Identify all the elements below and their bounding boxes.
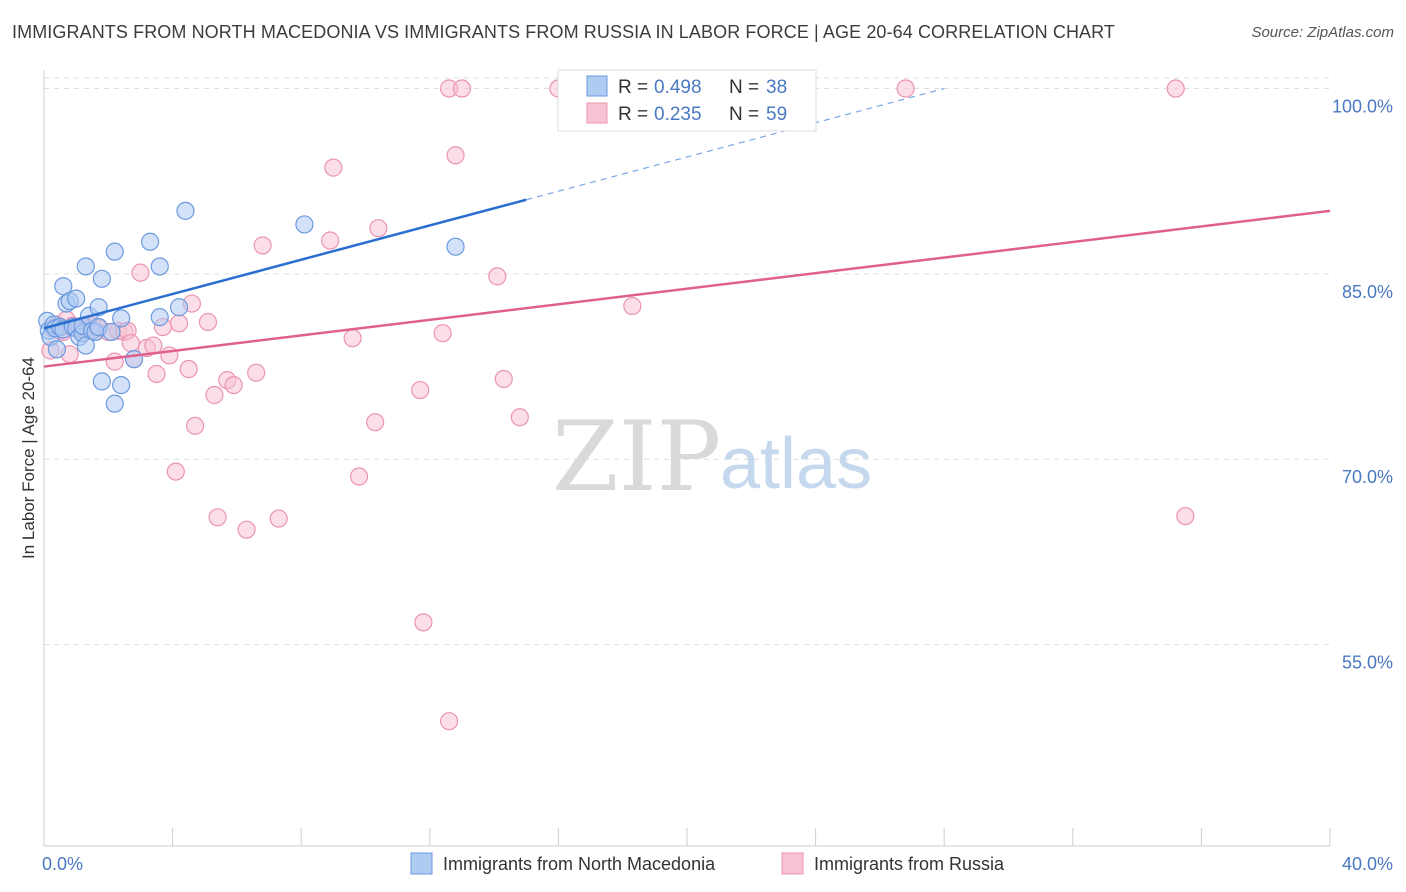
russia-point (253, 236, 272, 255)
russia-point (166, 462, 185, 481)
russia-point (411, 380, 430, 400)
russia-point (510, 408, 529, 427)
north-macedonia-point (124, 350, 144, 369)
legend-swatch-north-macedonia (410, 852, 433, 875)
russia-point (452, 79, 472, 98)
russia-point (324, 158, 343, 177)
x-tick-layer: 0.0% 40.0% (42, 828, 1393, 874)
russia-point (1176, 506, 1195, 526)
russia-point (121, 333, 140, 353)
legend-label-north-macedonia: Immigrants from North Macedonia (443, 854, 716, 874)
russia-point (349, 467, 369, 486)
stats-n-label: N = (729, 104, 759, 125)
north-macedonia-trend-line (43, 198, 527, 330)
y-tick-label-layer: 55.0% 70.0% 85.0% 100.0% (1332, 97, 1393, 673)
russia-point (247, 363, 266, 382)
russia-point (186, 416, 205, 435)
legend: Immigrants from North Macedonia Immigran… (410, 852, 1005, 875)
russia-point (433, 324, 452, 343)
russia-point (494, 369, 513, 389)
russia-point (343, 329, 362, 348)
chart-title: IMMIGRANTS FROM NORTH MACEDONIA VS IMMIG… (12, 22, 1116, 42)
watermark-zip: ZIP (552, 401, 721, 513)
russia-point (269, 509, 288, 528)
russia-point (369, 219, 388, 238)
x-tick-label: 0.0% (42, 854, 83, 874)
stats-swatch-russia (586, 102, 608, 124)
y-tick-label: 85.0% (1342, 282, 1393, 302)
stats-n-label: N = (729, 77, 759, 98)
stats-box: R = 0.498 N = 38 R = 0.235 N = 59 (557, 69, 817, 132)
trend-lines (43, 87, 1331, 368)
russia-trend-line (43, 209, 1331, 368)
russia-point (147, 364, 166, 384)
russia-point (208, 508, 227, 527)
y-tick-label: 100.0% (1332, 97, 1393, 117)
north-macedonia-point (295, 215, 314, 234)
russia-point (205, 385, 224, 405)
russia-point (179, 359, 198, 379)
russia-point (446, 146, 465, 165)
russia-point (105, 352, 124, 371)
grid-layer (44, 77, 1330, 646)
north-macedonia-point (47, 340, 66, 359)
north-macedonia-point (105, 394, 124, 413)
russia-point (321, 231, 340, 250)
russia-point (623, 296, 642, 316)
y-tick-label: 55.0% (1342, 653, 1393, 673)
stats-r-label: R = (618, 104, 648, 125)
north-macedonia-point (105, 242, 124, 261)
north-macedonia-point (112, 375, 131, 395)
x-tick-label: 40.0% (1342, 854, 1393, 874)
russia-point (366, 413, 385, 432)
watermark-atlas: atlas (720, 424, 872, 504)
russia-point (896, 79, 915, 98)
legend-label-russia: Immigrants from Russia (814, 854, 1005, 874)
russia-point (414, 613, 433, 632)
russia-point (439, 712, 459, 731)
north-macedonia-point (140, 232, 160, 251)
north-macedonia-point (150, 257, 169, 276)
stats-r-value: 0.235 (654, 104, 702, 125)
north-macedonia-point (169, 298, 189, 317)
russia-point (169, 314, 189, 333)
north-macedonia-point (67, 289, 86, 308)
russia-point (198, 312, 218, 332)
north-macedonia-point (176, 201, 195, 220)
north-macedonia-point (76, 257, 95, 276)
russia-point (1166, 79, 1185, 98)
watermark: ZIP atlas (552, 401, 872, 513)
north-macedonia-point (112, 309, 131, 328)
north-macedonia-point (92, 269, 111, 288)
stats-r-value: 0.498 (654, 77, 702, 98)
stats-n-value: 38 (766, 77, 787, 98)
russia-point (237, 520, 256, 539)
north-macedonia-point (92, 372, 111, 391)
stats-r-label: R = (618, 77, 648, 98)
legend-swatch-russia (781, 852, 804, 875)
russia-point (224, 375, 243, 395)
russia-point (488, 267, 507, 286)
y-tick-label: 70.0% (1342, 467, 1393, 487)
north-macedonia-point (102, 322, 121, 342)
stats-n-value: 59 (766, 104, 787, 125)
stats-swatch-north-macedonia (586, 75, 608, 97)
north-macedonia-point (446, 237, 465, 256)
chart-source: Source: ZipAtlas.com (1251, 24, 1394, 41)
russia-point (131, 263, 150, 282)
y-axis-title: In Labor Force | Age 20-64 (19, 357, 38, 559)
north-macedonia-point (150, 308, 169, 327)
